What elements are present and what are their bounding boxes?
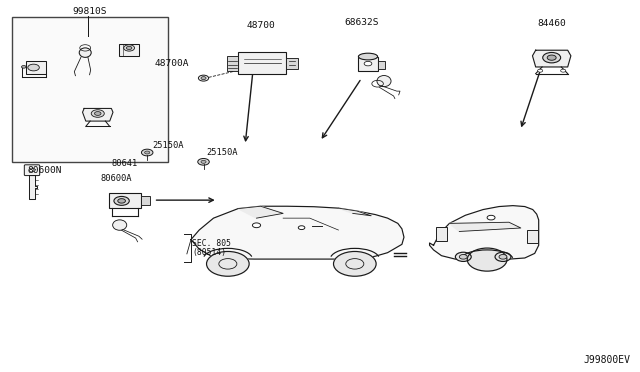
Circle shape <box>92 110 104 117</box>
Circle shape <box>561 69 566 72</box>
FancyBboxPatch shape <box>26 61 45 74</box>
Text: 25150A: 25150A <box>152 141 184 150</box>
Polygon shape <box>449 222 521 231</box>
FancyBboxPatch shape <box>109 193 141 208</box>
Text: (80514): (80514) <box>192 248 226 257</box>
Polygon shape <box>238 206 283 218</box>
Circle shape <box>201 77 206 80</box>
Circle shape <box>298 226 305 230</box>
Circle shape <box>456 252 471 262</box>
Polygon shape <box>83 108 113 121</box>
FancyBboxPatch shape <box>435 227 447 241</box>
FancyBboxPatch shape <box>358 57 378 71</box>
Circle shape <box>118 199 125 203</box>
Circle shape <box>22 65 26 68</box>
Text: 68632S: 68632S <box>344 18 379 27</box>
FancyBboxPatch shape <box>119 45 140 57</box>
Text: 99810S: 99810S <box>72 7 107 16</box>
FancyBboxPatch shape <box>378 61 385 69</box>
Text: 84460: 84460 <box>538 19 566 28</box>
Ellipse shape <box>358 53 378 60</box>
FancyBboxPatch shape <box>239 52 287 74</box>
Circle shape <box>487 215 495 220</box>
Text: 25150A: 25150A <box>207 148 238 157</box>
Ellipse shape <box>377 76 391 87</box>
Circle shape <box>141 149 153 156</box>
Polygon shape <box>339 208 371 216</box>
Circle shape <box>499 254 507 259</box>
Circle shape <box>145 151 150 154</box>
Ellipse shape <box>113 220 127 230</box>
Text: 80600N: 80600N <box>27 166 61 175</box>
Text: SEC. 805: SEC. 805 <box>192 238 231 247</box>
Polygon shape <box>429 206 539 260</box>
Circle shape <box>333 251 376 276</box>
Circle shape <box>127 46 132 49</box>
Circle shape <box>124 45 134 51</box>
Circle shape <box>547 55 556 60</box>
Text: 48700: 48700 <box>247 21 275 30</box>
Text: 48700A: 48700A <box>154 59 189 68</box>
Circle shape <box>543 52 561 63</box>
Circle shape <box>467 248 507 271</box>
FancyBboxPatch shape <box>24 165 40 176</box>
Text: J99800EV: J99800EV <box>584 355 630 365</box>
Circle shape <box>95 112 101 115</box>
Circle shape <box>252 223 260 228</box>
Circle shape <box>114 196 129 205</box>
FancyBboxPatch shape <box>227 56 239 71</box>
Text: 80641: 80641 <box>112 159 138 168</box>
Circle shape <box>201 160 206 163</box>
Ellipse shape <box>79 48 91 57</box>
Circle shape <box>29 168 35 172</box>
FancyBboxPatch shape <box>141 196 150 205</box>
Circle shape <box>364 61 372 66</box>
Circle shape <box>207 251 249 276</box>
Polygon shape <box>191 206 404 259</box>
Polygon shape <box>532 50 571 67</box>
Circle shape <box>495 252 511 262</box>
Polygon shape <box>29 175 37 199</box>
Circle shape <box>28 64 39 71</box>
FancyBboxPatch shape <box>287 58 298 69</box>
Text: 80600A: 80600A <box>100 174 132 183</box>
Bar <box>12 17 168 162</box>
Circle shape <box>198 158 209 165</box>
Circle shape <box>460 254 467 259</box>
Circle shape <box>538 69 543 72</box>
Circle shape <box>198 75 209 81</box>
FancyBboxPatch shape <box>527 230 538 243</box>
